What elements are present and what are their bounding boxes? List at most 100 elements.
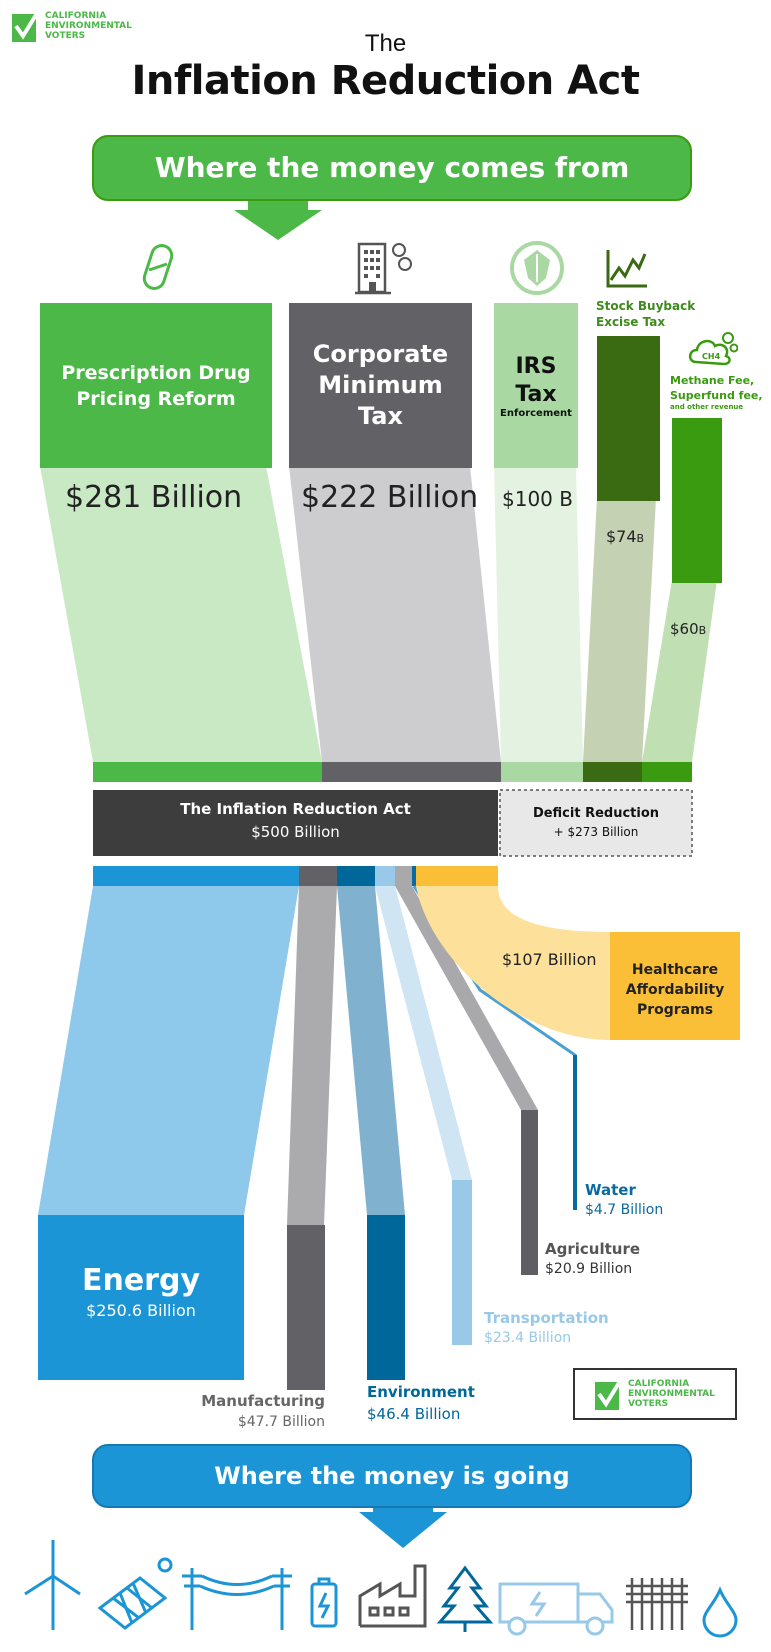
source-irs-sub: Enforcement [500,407,572,419]
top-banner-arrow [234,196,322,240]
factory-icon [358,1564,427,1628]
source-box-methane [672,418,722,583]
amount-buyback-num: $74 [606,527,637,546]
logo-line2: ENVIRONMENTAL [45,21,132,31]
dest-environment-amount: $46.4 Billion [367,1405,461,1423]
flow-manufacturing [287,886,337,1225]
dest-agriculture-amount: $20.9 Billion [545,1261,633,1277]
dest-water-name: Water [585,1181,636,1199]
flow-energy [38,886,299,1215]
source-methane-line2: Superfund fee, [670,389,763,402]
dest-label-healthcare: Healthcare Affordability Programs [610,960,740,1020]
source-box-corporate [289,303,472,468]
bar-manufacturing [299,866,337,886]
bar-transportation [375,866,395,886]
building-icon [355,242,412,295]
bar-methane [642,762,692,782]
logo-bottom-line3: VOTERS [628,1399,669,1409]
amount-methane: $60B [670,620,706,638]
source-prescription-line2: Pricing Reform [76,387,236,410]
amount-buyback: $74B [606,527,644,546]
total-amount: $500 Billion [251,823,340,841]
bar-prescription [93,762,322,782]
dest-energy-amount: $250.6 Billion [86,1301,196,1320]
irs-seal-icon [510,241,564,295]
source-irs-line2: Tax [515,381,557,407]
dest-healthcare-line1: Healthcare [631,962,719,978]
logo-top: CALIFORNIA ENVIRONMENTAL VOTERS [12,8,132,44]
amount-buyback-unit: B [636,532,645,545]
source-buyback-line1: Stock Buyback [596,299,696,313]
source-label-irs: IRS Tax Enforcement [494,303,578,468]
wind-turbine-icon [24,1540,81,1630]
total-box [93,790,498,856]
logo-bottom-line1: CALIFORNIA [628,1379,690,1389]
source-corporate-line2: Minimum [318,371,443,399]
source-label-corporate: Corporate Minimum Tax [289,303,472,468]
source-corporate-line1: Corporate [312,340,449,368]
dest-manufacturing-name: Manufacturing [201,1392,325,1410]
bar-buyback [583,762,642,782]
flow-prescription [40,466,322,762]
dest-bar-energy [38,1215,244,1380]
logo-line3: VOTERS [45,31,86,41]
source-irs-line1: IRS [515,353,557,379]
source-corporate-line3: Tax [358,402,403,430]
logo-bottom-line2: ENVIRONMENTAL [628,1389,715,1399]
flow-buyback [583,498,656,762]
dest-bar-manufacturing [287,1225,325,1390]
methane-cloud-icon: CH4 [688,332,738,366]
deficit-amount: + $273 Billion [553,825,639,839]
source-buyback-line2: Excise Tax [596,315,666,329]
amount-prescription: $281 Billion [65,480,243,515]
flow-irs [494,466,583,762]
sector-icons-row [24,1540,738,1638]
source-methane-line1: Methane Fee, [670,374,755,387]
top-banner: Where the money comes from [92,135,692,201]
flow-corporate [289,466,501,762]
pill-icon [142,244,174,290]
title-small: The [364,30,407,57]
dest-label-energy: Energy $250.6 Billion [38,1262,244,1322]
stock-chart-icon [606,250,647,288]
source-label-methane: Methane Fee, Superfund fee, and other re… [670,373,763,412]
source-box-irs [494,303,578,468]
logo-line1: CALIFORNIA [45,11,107,21]
dest-energy-name: Energy [81,1263,201,1298]
dest-agriculture-name: Agriculture [545,1240,641,1258]
battery-icon [310,1577,338,1628]
flow-agriculture [395,886,538,1110]
power-line-icon [182,1568,292,1630]
dest-environment-name: Environment [367,1383,475,1401]
solar-panel-icon [97,1557,173,1630]
amount-methane-unit: B [698,624,707,637]
bar-corporate [322,762,501,782]
checkmark-logo-icon [12,8,41,42]
deficit-title: Deficit Reduction [532,806,660,821]
dest-transportation-name: Transportation [484,1309,609,1327]
wheat-icon [626,1578,688,1630]
source-methane-sub: and other revenue [670,403,744,411]
dest-manufacturing-amount: $47.7 Billion [237,1414,325,1430]
water-drop-icon [702,1586,738,1638]
source-label-buyback: Stock Buyback Excise Tax [596,298,695,330]
bar-water [412,866,416,886]
dest-bar-environment [367,1215,405,1380]
amount-methane-num: $60 [670,620,699,638]
dest-healthcare-line3: Programs [636,1002,714,1018]
dest-healthcare-amount: $107 Billion [502,950,597,969]
bottom-banner: Where the money is going [92,1444,692,1508]
page-title: Inflation Reduction Act [131,58,640,104]
methane-icon-label: CH4 [702,352,721,361]
deficit-box [499,789,693,857]
bar-healthcare [416,866,498,886]
dest-transportation-amount: $23.4 Billion [484,1330,572,1346]
amount-irs: $100 B [502,487,573,511]
bar-irs [501,762,583,782]
source-box-prescription [40,303,272,468]
bar-agriculture [395,866,412,886]
deficit-label: Deficit Reduction + $273 Billion [500,805,692,841]
bar-environment [337,866,375,886]
total-title: The Inflation Reduction Act [180,800,411,818]
flow-methane [642,580,717,762]
